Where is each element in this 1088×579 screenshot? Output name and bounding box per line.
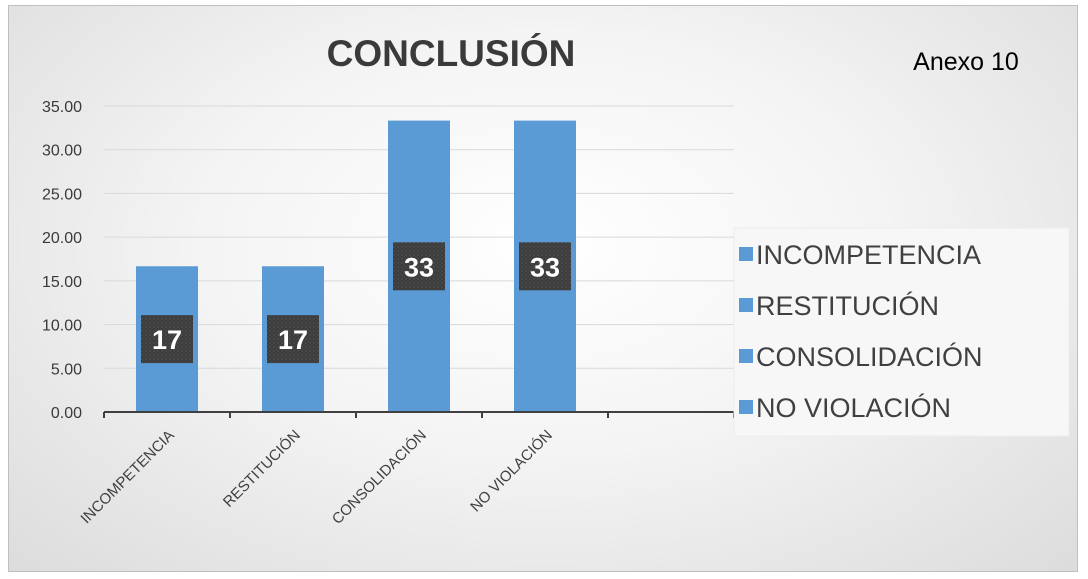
annotation-text: Anexo 10 <box>913 48 1019 76</box>
chart-title: CONCLUSIÓN <box>327 32 576 74</box>
y-tick-label: 30.00 <box>42 143 82 160</box>
y-tick-label: 25.00 <box>42 186 82 203</box>
data-label: 33 <box>530 252 560 282</box>
legend-entry: INCOMPETENCIA <box>756 240 981 270</box>
y-tick-label: 10.00 <box>42 318 82 335</box>
data-label: 17 <box>278 325 308 355</box>
legend-swatch <box>739 247 753 261</box>
x-category-label: NO VIOLACIÓN <box>467 427 556 516</box>
chart-frame: CONCLUSIÓN Anexo 10 0.00 5.00 10.00 15.00 20… <box>8 5 1078 572</box>
legend-swatch <box>739 349 753 363</box>
y-tick-label: 5.00 <box>51 361 82 378</box>
legend-entry: CONSOLIDACIÓN <box>756 341 983 372</box>
y-tick-label: 0.00 <box>51 405 82 422</box>
y-tick-label: 35.00 <box>42 99 82 116</box>
x-category-label: CONSOLIDACIÓN <box>329 427 430 528</box>
legend-swatch <box>739 298 753 312</box>
x-category-labels: INCOMPETENCIA RESTITUCIÓN CONSOLIDACIÓN NO … <box>77 427 555 528</box>
data-label: 33 <box>404 252 434 282</box>
x-category-label: INCOMPETENCIA <box>77 427 177 527</box>
y-tick-label: 20.00 <box>42 230 82 247</box>
x-category-label: RESTITUCIÓN <box>220 427 304 511</box>
legend-entry: RESTITUCIÓN <box>756 290 939 321</box>
legend: INCOMPETENCIA RESTITUCIÓN CONSOLIDACIÓN NO … <box>734 228 1069 436</box>
y-tick-labels: 0.00 5.00 10.00 15.00 20.00 25.00 30.00 35.00 <box>42 99 82 422</box>
legend-swatch <box>739 400 753 414</box>
y-tick-label: 15.00 <box>42 274 82 291</box>
axes <box>104 412 734 418</box>
data-labels: 17 17 33 33 <box>141 242 571 363</box>
bar-chart: CONCLUSIÓN Anexo 10 0.00 5.00 10.00 15.00 20… <box>9 6 1078 572</box>
data-label: 17 <box>152 325 182 355</box>
legend-entry: NO VIOLACIÓN <box>756 392 951 423</box>
